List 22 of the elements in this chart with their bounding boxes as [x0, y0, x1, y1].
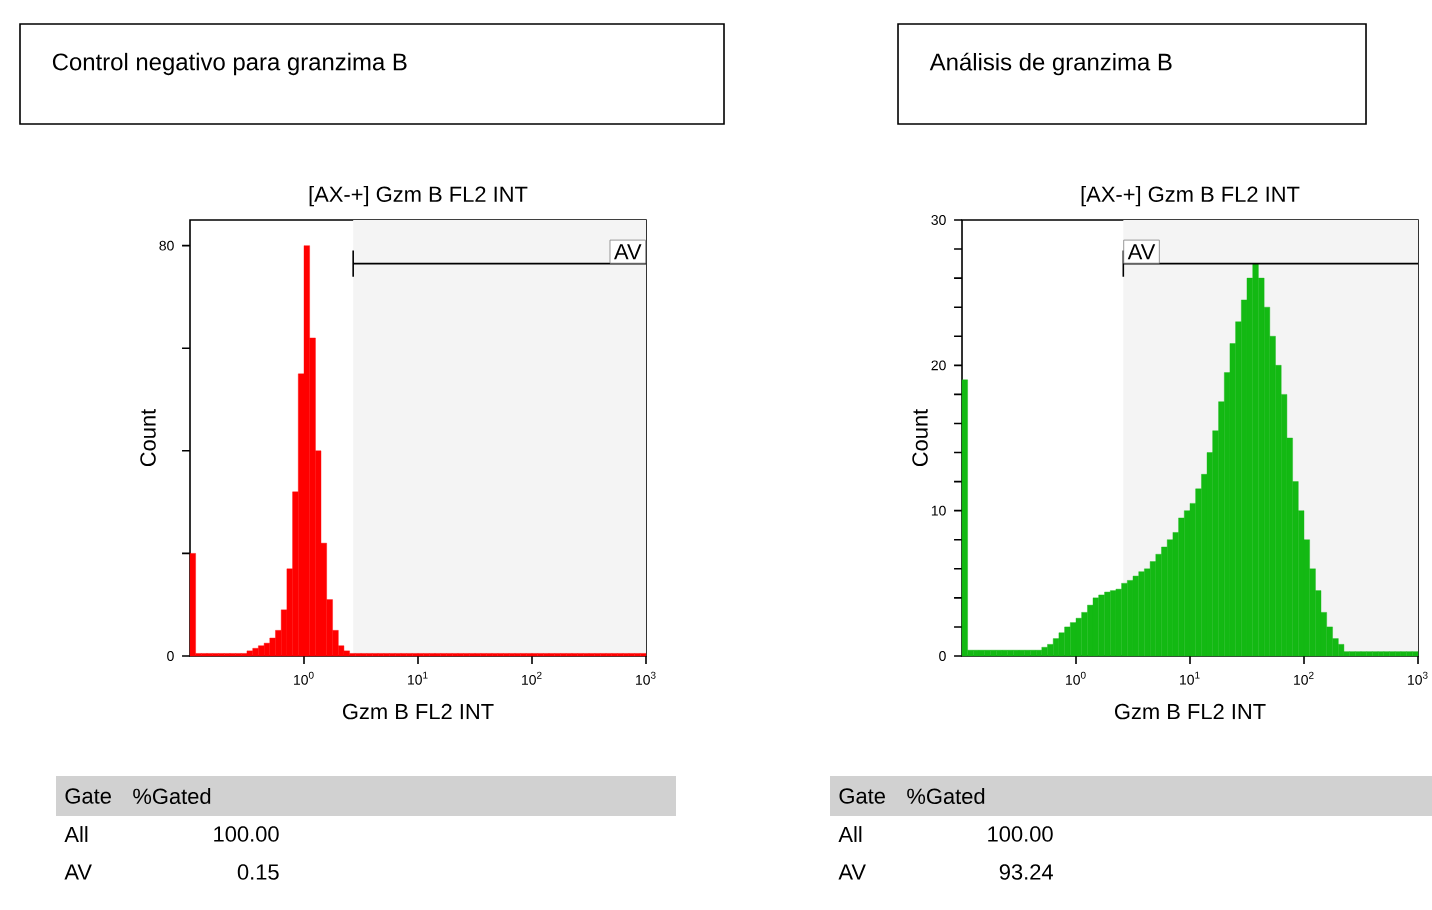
text: 0.15: [237, 864, 279, 880]
text: 93.24: [999, 864, 1053, 880]
text: Gate: [839, 788, 885, 804]
band-label: AV: [614, 244, 642, 260]
chart-title: Control negativo para granzima B: [52, 52, 407, 76]
text: %Gated: [907, 787, 985, 805]
text: 100.00: [988, 826, 1053, 842]
y-axis-title: Count: [140, 408, 156, 467]
text: All: [838, 826, 862, 842]
text: All: [64, 826, 88, 842]
chart-title: Análisis de granzima B: [929, 52, 1172, 76]
chart-subtitle: [AX-+] Gzm B FL2 INT: [309, 185, 528, 207]
text: Gate: [65, 788, 111, 804]
text: AV: [64, 864, 92, 880]
band-label: AV: [1127, 244, 1156, 260]
x-axis-title: Gzm B FL2 INT: [342, 703, 494, 720]
text: AV: [838, 864, 866, 880]
x-axis-title: Gzm B FL2 INT: [1114, 703, 1266, 720]
text: %Gated: [133, 787, 211, 805]
y-axis-title: Count: [912, 408, 928, 467]
chart-subtitle: [AX-+] Gzm B FL2 INT: [1081, 185, 1300, 207]
text: 100.00: [214, 826, 279, 842]
